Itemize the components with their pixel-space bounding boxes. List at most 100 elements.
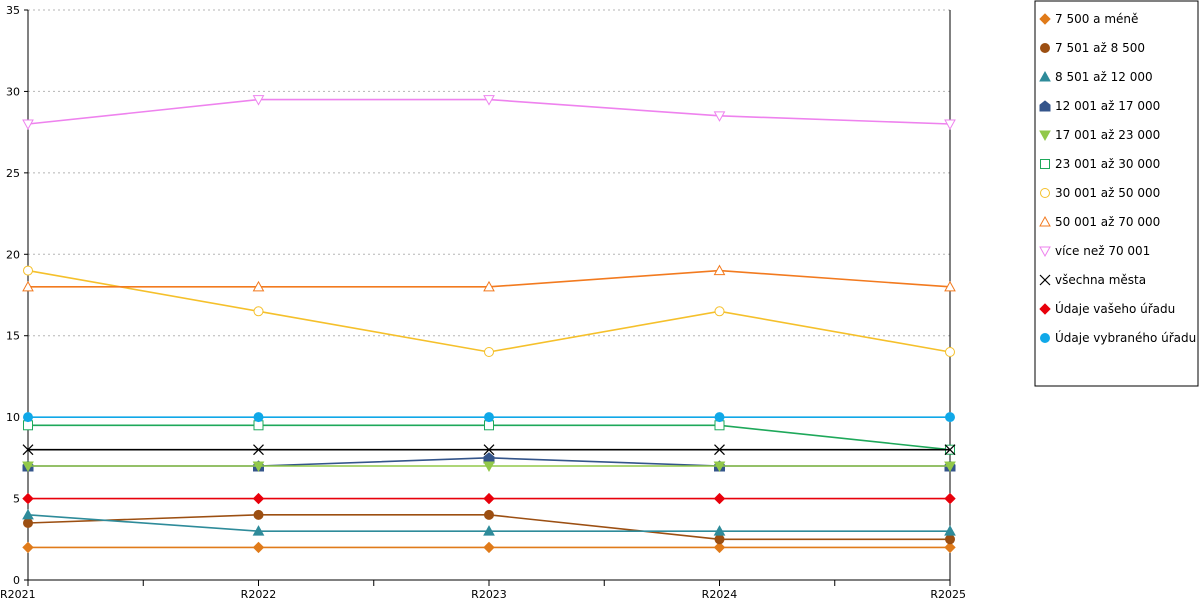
x-tick-label: R2024	[702, 588, 738, 600]
data-point	[483, 280, 495, 292]
legend-label: všechna města	[1055, 273, 1146, 287]
data-point	[22, 444, 34, 456]
series-group	[22, 95, 956, 554]
data-point	[484, 509, 494, 520]
data-point	[483, 525, 495, 536]
data-point	[713, 541, 726, 554]
data-point	[945, 347, 955, 357]
marker-circle-open	[1040, 188, 1050, 198]
marker-square-open	[1040, 159, 1050, 169]
data-point	[944, 461, 956, 473]
legend-label: 30 001 až 50 000	[1055, 186, 1160, 200]
y-tick-label: 0	[13, 574, 20, 587]
marker-x-stroke	[483, 444, 495, 456]
data-point	[23, 412, 33, 423]
series-4	[22, 461, 956, 473]
legend-item: 17 001 až 23 000	[1039, 128, 1160, 142]
data-point	[484, 412, 494, 423]
legend-item: více než 70 001	[1039, 244, 1150, 258]
y-axis-ticks: 0 5 10 15 20 25 30 35	[6, 4, 28, 587]
marker-triangle	[1039, 70, 1051, 82]
series-2	[22, 508, 956, 536]
data-point	[713, 492, 726, 505]
legend-label: 7 500 a méně	[1055, 12, 1138, 26]
data-point	[713, 264, 726, 276]
data-point	[253, 412, 264, 423]
data-point	[253, 509, 264, 520]
legend-item: 8 501 až 12 000	[1039, 70, 1153, 84]
legend-item: 12 001 až 17 000	[1039, 99, 1160, 113]
data-point	[483, 541, 495, 554]
series-7	[22, 264, 956, 292]
data-point	[714, 534, 725, 545]
series-8	[22, 95, 956, 131]
legend-item: 7 500 a méně	[1039, 12, 1138, 26]
series-10	[22, 492, 956, 505]
y-tick-label: 25	[6, 167, 20, 180]
data-point	[714, 412, 725, 423]
data-point	[713, 111, 726, 122]
data-point	[252, 525, 265, 536]
data-point	[483, 95, 495, 106]
x-axis-ticks: R2021 R2022 R2023 R2024 R2025	[0, 580, 966, 600]
legend-item: 23 001 až 30 000	[1040, 157, 1160, 171]
data-point	[22, 461, 34, 473]
data-point	[483, 444, 495, 456]
legend-label: 17 001 až 23 000	[1055, 128, 1160, 142]
y-tick-label: 35	[6, 4, 20, 17]
marker-x-stroke	[714, 444, 725, 456]
y-tick-label: 20	[6, 248, 20, 261]
data-point	[714, 306, 725, 317]
legend-label: 50 001 až 70 000	[1055, 215, 1160, 229]
legend: 7 500 a méně 7 501 až 8 500 8 501 až 12 00…	[1034, 0, 1199, 387]
data-point	[22, 280, 34, 292]
legend-label: 23 001 až 30 000	[1055, 157, 1160, 171]
data-point	[22, 119, 34, 131]
marker-diamond	[1039, 303, 1051, 315]
data-point	[483, 492, 495, 505]
marker-x-stroke	[944, 444, 956, 456]
marker-diamond	[1039, 13, 1051, 25]
data-point	[483, 452, 495, 464]
legend-label: Údaje vybraného úřadu	[1055, 330, 1196, 345]
legend-item: Údaje vašeho úřadu	[1039, 301, 1175, 316]
data-point	[713, 525, 726, 536]
data-point	[944, 280, 956, 292]
data-point	[252, 541, 265, 554]
data-point	[22, 508, 34, 520]
legend-item: 50 001 až 70 000	[1039, 215, 1160, 229]
series-9	[22, 444, 956, 456]
data-point	[484, 347, 494, 357]
legend-item: všechna města	[1039, 273, 1146, 287]
series-1	[23, 509, 955, 545]
data-point	[252, 461, 265, 473]
marker-triangle-down	[1039, 130, 1051, 142]
y-tick-label: 30	[6, 85, 20, 98]
data-point	[944, 492, 956, 505]
x-tick-label: R2023	[471, 588, 507, 600]
x-tick-label: R2021	[0, 588, 36, 600]
data-point	[22, 541, 34, 554]
data-point	[22, 492, 34, 505]
data-point	[252, 95, 265, 106]
data-point	[253, 444, 264, 456]
marker-triangle-down-open	[1039, 246, 1051, 258]
y-tick-label: 5	[13, 493, 20, 506]
legend-label: 7 501 až 8 500	[1055, 41, 1145, 55]
data-point	[23, 518, 33, 528]
data-point	[944, 119, 956, 131]
legend-label: Údaje vašeho úřadu	[1055, 301, 1175, 316]
data-point	[944, 541, 956, 554]
marker-x-stroke	[1039, 274, 1051, 286]
legend-label: 8 501 až 12 000	[1055, 70, 1153, 84]
y-tick-label: 10	[6, 411, 20, 424]
legend-item: Údaje vybraného úřadu	[1040, 330, 1196, 345]
marker-circle	[1040, 333, 1050, 343]
data-point	[23, 265, 33, 276]
data-point	[253, 306, 264, 317]
data-point	[945, 412, 955, 423]
data-point	[944, 444, 956, 456]
data-point	[252, 280, 265, 292]
data-point	[252, 492, 265, 505]
